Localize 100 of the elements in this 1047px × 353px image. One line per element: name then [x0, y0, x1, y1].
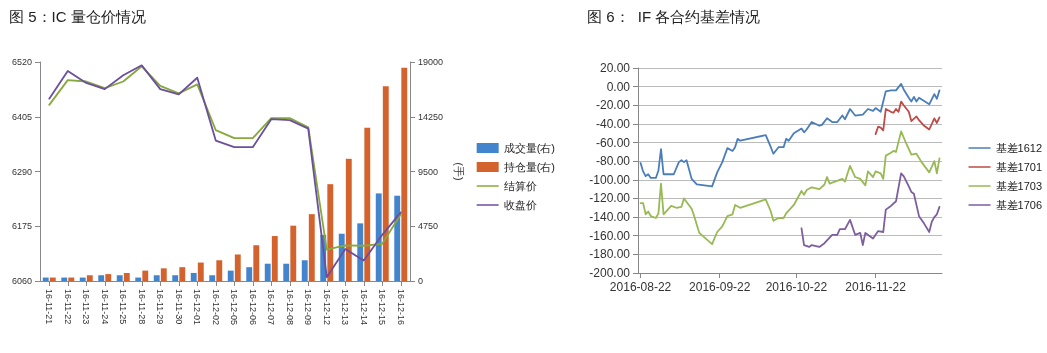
- bar: [42, 277, 49, 281]
- x-tick-label: 16-12-07: [266, 289, 277, 326]
- y2-tick-label: 19000: [418, 57, 444, 67]
- y-tick-label: -40.00: [595, 116, 631, 131]
- x-tick-label: 16-12-13: [340, 289, 351, 326]
- bar: [327, 184, 334, 281]
- y-tick-label: -100.00: [589, 172, 631, 187]
- y2-tick-label: 14250: [418, 111, 444, 122]
- bar: [190, 272, 197, 281]
- x-tick-label: 16-12-15: [377, 289, 388, 326]
- bar: [401, 67, 408, 281]
- y2-axis-title: (手): [453, 162, 466, 181]
- x-tick-label: 16-12-05: [229, 289, 240, 326]
- chart-title: 图 5：IC 量仓价情况: [9, 8, 146, 25]
- x-tick-label: 16-12-06: [247, 289, 258, 326]
- line-series: [639, 82, 941, 188]
- x-tick-label: 16-11-21: [44, 289, 55, 325]
- x-tick-label: 16-12-16: [395, 289, 406, 326]
- x-tick-label: 16-11-28: [136, 289, 147, 325]
- x-tick-label: 16-11-25: [118, 289, 129, 325]
- x-tick-label: 2016-08-22: [609, 280, 672, 294]
- x-tick-label: 16-12-02: [210, 289, 221, 326]
- bar: [179, 267, 186, 281]
- bar: [209, 275, 216, 281]
- legend-label: 基差1612: [995, 142, 1043, 154]
- line-series: [800, 172, 941, 248]
- legend-label: 持仓量(右): [503, 161, 555, 173]
- bar: [338, 233, 345, 281]
- bar: [357, 223, 364, 281]
- bar: [61, 277, 68, 281]
- x-tick-label: 16-11-29: [155, 289, 166, 325]
- x-tick-label: 16-11-24: [99, 289, 110, 325]
- bar: [345, 158, 352, 281]
- bar: [98, 275, 105, 281]
- bar: [246, 267, 253, 281]
- bar: [364, 127, 371, 281]
- y-tick-label: 6405: [11, 111, 32, 122]
- x-tick-label: 16-11-30: [173, 289, 184, 325]
- bar: [86, 275, 93, 281]
- bar: [116, 275, 123, 281]
- y-tick-label: -20.00: [595, 98, 631, 113]
- x-tick-label: 2016-09-22: [689, 280, 751, 294]
- bar: [216, 260, 223, 281]
- bar: [290, 225, 297, 281]
- x-tick-label: 16-12-14: [358, 289, 369, 326]
- bar: [283, 263, 290, 281]
- line-series: [639, 130, 941, 246]
- bar: [271, 236, 278, 281]
- chart-title: 图 6： IF 各合约基差情况: [587, 8, 761, 25]
- y-tick-label: -160.00: [589, 228, 631, 243]
- bar: [234, 254, 241, 281]
- y-tick-label: -200.00: [589, 266, 631, 280]
- bar: [197, 262, 204, 281]
- y-tick-label: 6060: [11, 276, 32, 286]
- bar: [123, 272, 130, 281]
- bar: [172, 275, 179, 281]
- y-tick-label: 6290: [11, 166, 32, 177]
- y2-tick-label: 9500: [418, 166, 439, 177]
- x-tick-label: 16-12-01: [192, 289, 203, 326]
- bar: [301, 260, 308, 281]
- x-tick-label: 16-12-09: [303, 289, 314, 326]
- y-tick-label: -140.00: [589, 210, 631, 225]
- bar: [68, 277, 75, 281]
- legend-label: 基差1706: [995, 199, 1043, 211]
- y2-tick-label: 0: [418, 276, 424, 286]
- legend-label: 收盘价: [503, 199, 537, 211]
- legend-label: 基差1701: [995, 161, 1043, 173]
- line-series: [874, 100, 941, 136]
- bar: [264, 263, 271, 281]
- bar: [227, 270, 234, 281]
- y-tick-label: -120.00: [589, 191, 631, 206]
- x-tick-label: 16-12-08: [284, 289, 295, 326]
- bar: [49, 277, 56, 281]
- y-tick-label: 20.00: [599, 61, 631, 75]
- bar: [394, 195, 401, 281]
- x-tick-label: 2016-11-22: [845, 280, 907, 294]
- y-tick-label: 6520: [11, 57, 32, 67]
- legend-label: 基差1703: [995, 180, 1043, 192]
- bar: [382, 86, 389, 281]
- bar: [253, 245, 260, 281]
- bar: [153, 275, 160, 281]
- bar: [142, 270, 149, 281]
- y-tick-label: 0.00: [606, 79, 631, 94]
- bar: [79, 277, 86, 281]
- bar: [308, 214, 315, 281]
- legend-label: 结算价: [503, 180, 537, 192]
- y-tick-label: -60.00: [595, 135, 631, 150]
- y-tick-label: -80.00: [595, 154, 631, 169]
- x-tick-label: 16-11-23: [81, 289, 92, 325]
- y-tick-label: -180.00: [589, 247, 631, 262]
- bar: [135, 277, 142, 281]
- legend-label: 成交量(右): [503, 142, 555, 154]
- bar: [105, 274, 112, 281]
- x-tick-label: 2016-10-22: [765, 280, 828, 294]
- bar: [160, 268, 167, 281]
- y2-tick-label: 4750: [418, 221, 439, 232]
- y-tick-label: 6175: [11, 221, 32, 232]
- bar: [375, 193, 382, 281]
- x-tick-label: 16-12-12: [321, 289, 332, 326]
- x-tick-label: 16-11-22: [62, 289, 73, 325]
